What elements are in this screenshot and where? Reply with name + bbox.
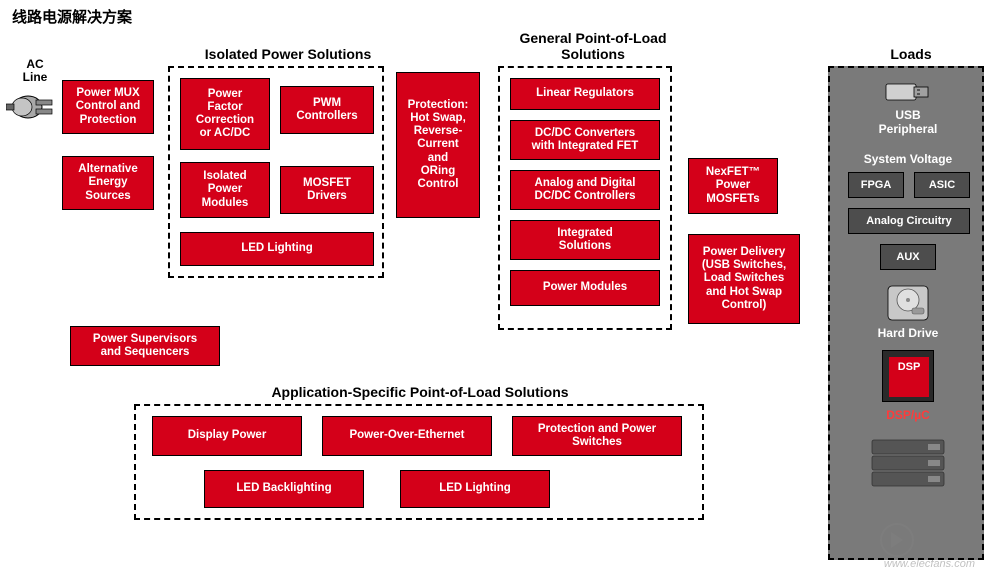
box-led-lighting-iso: LED Lighting	[180, 232, 374, 266]
box-fpga: FPGA	[848, 172, 904, 198]
box-analog-digital: Analog and Digital DC/DC Controllers	[510, 170, 660, 210]
section-loads-title: Loads	[856, 46, 966, 62]
box-supervisors: Power Supervisors and Sequencers	[70, 326, 220, 366]
box-dcdc-fet: DC/DC Converters with Integrated FET	[510, 120, 660, 160]
hard-drive-icon	[884, 282, 932, 324]
watermark-logo-icon	[879, 522, 939, 558]
loads-hard-drive-label: Hard Drive	[830, 326, 986, 340]
box-pwm: PWM Controllers	[280, 86, 374, 134]
usb-icon	[884, 78, 932, 106]
box-poe: Power-Over-Ethernet	[322, 416, 492, 456]
box-prot-switches: Protection and Power Switches	[512, 416, 682, 456]
box-integrated: Integrated Solutions	[510, 220, 660, 260]
box-mosfet-drv: MOSFET Drivers	[280, 166, 374, 214]
box-pfc: Power Factor Correction or AC/DC	[180, 78, 270, 150]
box-led-lighting-app: LED Lighting	[400, 470, 550, 508]
dsp-chip-label: DSP	[889, 357, 929, 397]
box-power-mux: Power MUX Control and Protection	[62, 80, 154, 134]
box-power-modules: Power Modules	[510, 270, 660, 306]
loads-usb-label: USB Peripheral	[830, 108, 986, 136]
ac-line-label: AC Line	[20, 58, 50, 84]
section-general-pol-title: General Point-of-Load Solutions	[508, 30, 678, 62]
section-app-pol-title: Application-Specific Point-of-Load Solut…	[160, 384, 680, 400]
box-led-backlight: LED Backlighting	[204, 470, 364, 508]
loads-dsp-uc-label: DSP/µC	[830, 408, 986, 422]
box-asic: ASIC	[914, 172, 970, 198]
box-analog-circ: Analog Circuitry	[848, 208, 970, 234]
section-isolated-title: Isolated Power Solutions	[188, 46, 388, 62]
box-power-delivery: Power Delivery (USB Switches, Load Switc…	[688, 234, 800, 324]
loads-panel: USB Peripheral System Voltage FPGA ASIC …	[828, 66, 984, 560]
dsp-chip-icon: DSP	[882, 350, 934, 402]
watermark-text: www.elecfans.com	[884, 558, 975, 570]
page-title: 线路电源解决方案	[12, 6, 132, 27]
box-display-power: Display Power	[152, 416, 302, 456]
box-linear-reg: Linear Regulators	[510, 78, 660, 110]
box-aux: AUX	[880, 244, 936, 270]
box-protection: Protection: Hot Swap, Reverse- Current a…	[396, 72, 480, 218]
box-iso-modules: Isolated Power Modules	[180, 162, 270, 218]
ac-plug-icon	[6, 90, 56, 125]
box-alt-energy: Alternative Energy Sources	[62, 156, 154, 210]
loads-sys-voltage-label: System Voltage	[830, 152, 986, 166]
box-nexfet: NexFET™ Power MOSFETs	[688, 158, 778, 214]
